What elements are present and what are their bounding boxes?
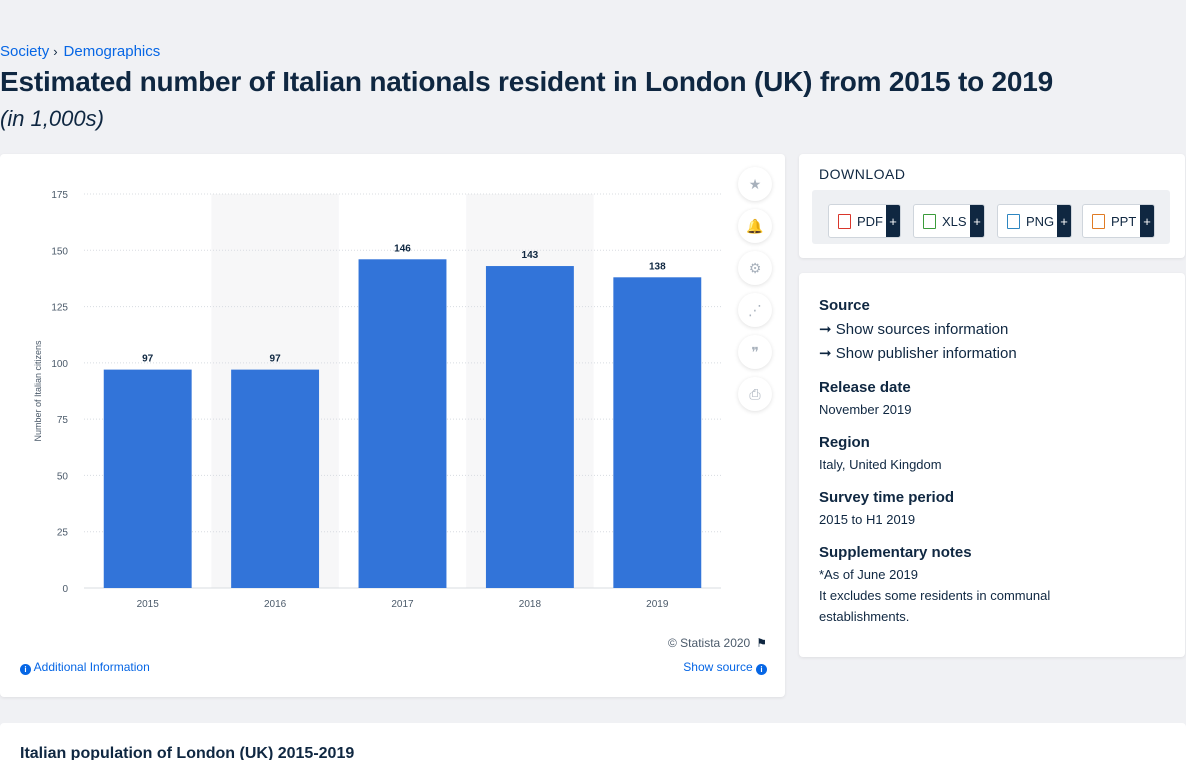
download-ppt-button[interactable]: PPT + xyxy=(1082,204,1155,238)
y-axis-label: Number of Italian citizens xyxy=(33,340,43,442)
breadcrumb-society[interactable]: Society xyxy=(0,43,50,60)
download-png-button[interactable]: PNG + xyxy=(997,204,1072,238)
statista-credit: © Statista 2020 ⚑ xyxy=(668,636,767,650)
x-tick-label: 2017 xyxy=(391,599,414,610)
bell-icon[interactable]: 🔔 xyxy=(738,209,772,243)
plus-icon: + xyxy=(1057,205,1071,237)
survey-period-heading: Survey time period xyxy=(819,489,955,506)
star-icon[interactable]: ★ xyxy=(738,167,772,201)
chart-card: 0 25 50 75 100 125 150 175 Number of Italian cit… xyxy=(0,154,785,697)
additional-information-link[interactable]: i Additional Information xyxy=(20,660,150,675)
survey-period-value: 2015 to H1 2019 xyxy=(819,512,916,527)
show-publisher-label: Show publisher information xyxy=(835,345,1017,362)
y-tick-label: 25 xyxy=(57,528,69,539)
source-info-card: Source ➞ Show sources information ➞ Show… xyxy=(799,273,1185,657)
breadcrumb-demographics[interactable]: Demographics xyxy=(63,43,161,60)
x-tick-label: 2018 xyxy=(519,599,542,610)
release-date-heading: Release date xyxy=(819,379,911,396)
quote-icon[interactable]: ❞ xyxy=(738,335,772,369)
data-label: 97 xyxy=(142,354,154,365)
show-sources-label: Show sources information xyxy=(835,321,1009,338)
region-heading: Region xyxy=(819,434,870,451)
data-label: 138 xyxy=(649,261,666,272)
flag-icon[interactable]: ⚑ xyxy=(756,636,767,650)
download-xls-label: XLS xyxy=(942,213,967,229)
download-pdf-button[interactable]: PDF + xyxy=(828,204,901,238)
y-tick-label: 75 xyxy=(57,415,69,426)
arrow-right-icon: ➞ xyxy=(819,321,832,338)
share-icon[interactable]: ⋰ xyxy=(738,293,772,327)
png-file-icon xyxy=(1007,213,1020,229)
x-tick-label: 2015 xyxy=(137,599,160,610)
download-ppt-label: PPT xyxy=(1111,213,1137,229)
x-tick-label: 2019 xyxy=(646,599,669,610)
supplementary-note-1: *As of June 2019 xyxy=(819,567,919,582)
plus-icon: + xyxy=(970,205,984,237)
chevron-right-icon: › xyxy=(53,44,58,59)
release-date-value: November 2019 xyxy=(819,402,912,417)
top-band xyxy=(0,0,1186,40)
region-value: Italy, United Kingdom xyxy=(819,457,942,472)
download-card: DOWNLOAD PDF + XLS + PNG + PPT + xyxy=(799,154,1185,258)
page-subtitle: (in 1,000s) xyxy=(0,106,104,131)
download-buttons-row: PDF + XLS + PNG + PPT + xyxy=(812,190,1170,244)
y-tick-label: 0 xyxy=(62,584,68,595)
y-tick-label: 150 xyxy=(51,246,68,257)
page-title: Estimated number of Italian nationals re… xyxy=(0,66,1054,97)
arrow-right-icon: ➞ xyxy=(819,345,832,362)
show-source-label: Show source xyxy=(683,660,753,674)
data-label: 143 xyxy=(522,250,539,261)
x-tick-label: 2016 xyxy=(264,599,287,610)
bar-chart: 0 25 50 75 100 125 150 175 Number of Italian cit… xyxy=(33,190,721,610)
y-tick-label: 125 xyxy=(51,303,68,314)
credit-text: © Statista 2020 xyxy=(668,636,751,650)
y-tick-label: 175 xyxy=(51,190,68,201)
ppt-file-icon xyxy=(1092,213,1105,229)
bar xyxy=(613,277,702,588)
y-tick-label: 100 xyxy=(51,359,68,370)
supplementary-note-2: It excludes some residents in communal e… xyxy=(819,588,1051,624)
y-tick-label: 50 xyxy=(57,471,69,482)
download-xls-button[interactable]: XLS + xyxy=(913,204,985,238)
additional-information-label: Additional Information xyxy=(33,660,150,674)
chart-toolbar: ★ 🔔 ⚙ ⋰ ❞ ⎙ xyxy=(738,167,772,419)
related-statistic-card: Italian population of London (UK) 2015-2… xyxy=(0,723,1186,760)
xls-file-icon xyxy=(923,213,936,229)
plus-icon: + xyxy=(886,205,900,237)
bar xyxy=(231,369,320,588)
info-icon: i xyxy=(756,664,767,675)
download-title: DOWNLOAD xyxy=(819,166,906,182)
show-source-link[interactable]: Show source i xyxy=(683,660,767,675)
pdf-file-icon xyxy=(838,213,851,229)
download-pdf-label: PDF xyxy=(857,213,883,229)
show-publisher-link[interactable]: ➞ Show publisher information xyxy=(819,344,1017,362)
data-label: 146 xyxy=(394,243,411,254)
show-sources-link[interactable]: ➞ Show sources information xyxy=(819,320,1008,338)
supplementary-notes-heading: Supplementary notes xyxy=(819,544,972,561)
bar xyxy=(485,266,574,588)
bar xyxy=(103,369,192,588)
info-icon: i xyxy=(20,664,31,675)
bar xyxy=(358,259,447,588)
related-statistic-title: Italian population of London (UK) 2015-2… xyxy=(20,745,355,760)
gear-icon[interactable]: ⚙ xyxy=(738,251,772,285)
source-heading: Source xyxy=(819,297,870,314)
plus-icon: + xyxy=(1140,205,1154,237)
download-png-label: PNG xyxy=(1026,213,1055,229)
data-label: 97 xyxy=(270,354,282,365)
breadcrumb: Society › Demographics xyxy=(0,43,160,60)
print-icon[interactable]: ⎙ xyxy=(738,377,772,411)
